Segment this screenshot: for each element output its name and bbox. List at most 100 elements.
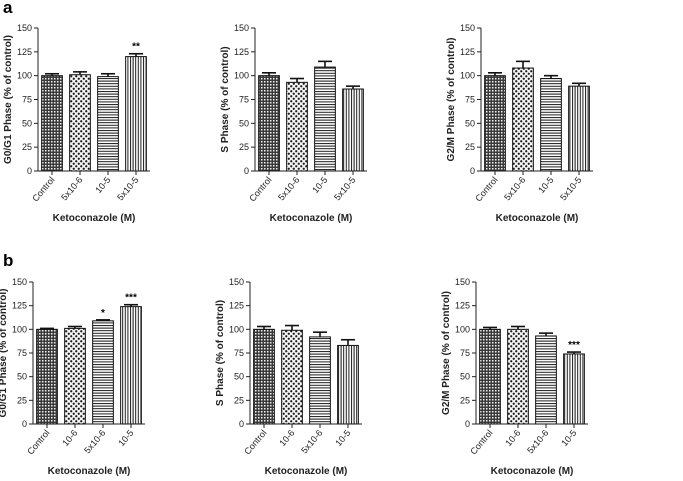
x-tick-label: 5x10-5: [115, 175, 140, 203]
x-tick-label: 10-5: [93, 175, 112, 195]
bar-5x10-6: [309, 336, 331, 425]
y-axis-label: S Phase (% of control): [220, 46, 231, 152]
y-tick-label: 125: [234, 47, 249, 57]
x-tick-label: 5x10-6: [299, 428, 324, 456]
y-tick-label: 25: [234, 395, 244, 405]
bar-5x10-6: [535, 335, 557, 425]
y-tick-label: 50: [239, 118, 249, 128]
x-tick-label: 10-5: [333, 428, 352, 448]
x-tick-label: Control: [247, 175, 273, 204]
y-tick-label: 0: [470, 166, 475, 176]
y-tick-label: 75: [22, 95, 32, 105]
bar-control: [36, 328, 58, 425]
y-tick-label: 100: [460, 71, 475, 81]
y-tick-label: 150: [229, 277, 244, 287]
bar-control: [484, 75, 506, 172]
y-tick-label: 25: [17, 395, 27, 405]
y-tick-label: 100: [455, 324, 470, 334]
bar-5x10-6: [286, 81, 308, 172]
y-tick-label: 50: [234, 372, 244, 382]
panel-label-b: b: [3, 251, 13, 270]
y-tick-label: 0: [27, 166, 32, 176]
significance-marker: **: [132, 42, 140, 53]
bar-10-5: [97, 76, 119, 172]
bar-10-5: [540, 78, 562, 172]
y-axis-label: G0/G1 Phase (% of control): [0, 289, 9, 418]
bar-10-5: [314, 66, 336, 172]
y-tick-label: 125: [17, 47, 32, 57]
bar-5x10-5: [125, 56, 147, 172]
x-tick-label: 10-5: [116, 428, 135, 448]
x-axis-label: Ketoconazole (M): [496, 213, 579, 224]
significance-marker: ***: [125, 293, 137, 304]
bar-10-6: [64, 327, 86, 425]
y-tick-label: 125: [229, 301, 244, 311]
y-tick-label: 125: [455, 301, 470, 311]
x-axis-label: Ketoconazole (M): [491, 466, 574, 477]
y-tick-label: 75: [239, 95, 249, 105]
x-tick-label: 5x10-6: [82, 428, 107, 456]
x-axis-label: Ketoconazole (M): [270, 213, 353, 224]
x-tick-label: Control: [473, 175, 499, 204]
y-tick-label: 150: [460, 23, 475, 33]
x-tick-label: Control: [468, 428, 494, 457]
x-tick-label: 10-6: [503, 428, 522, 448]
bar-5x10-6: [69, 74, 91, 172]
y-tick-label: 100: [12, 324, 27, 334]
y-tick-label: 150: [12, 277, 27, 287]
y-axis-label: G2/M Phase (% of control): [441, 291, 452, 415]
significance-marker: *: [101, 308, 105, 319]
bar-10-5: [337, 344, 359, 425]
x-tick-label: 10-6: [60, 428, 79, 448]
y-tick-label: 25: [22, 142, 32, 152]
y-tick-label: 25: [239, 142, 249, 152]
bar-control: [258, 75, 280, 172]
y-tick-label: 150: [455, 277, 470, 287]
x-tick-label: 5x10-5: [332, 175, 357, 203]
y-tick-label: 50: [22, 118, 32, 128]
bar-control: [479, 328, 501, 425]
y-axis-label: G2/M Phase (% of control): [446, 38, 457, 162]
x-tick-label: 10-5: [559, 428, 578, 448]
x-tick-label: Control: [25, 428, 51, 457]
x-tick-label: 10-6: [277, 428, 296, 448]
x-tick-label: Control: [30, 175, 56, 204]
x-tick-label: Control: [242, 428, 268, 457]
x-tick-label: 5x10-6: [525, 428, 550, 456]
x-tick-label: 5x10-5: [558, 175, 583, 203]
bar-control: [253, 328, 275, 425]
significance-marker: ***: [568, 340, 580, 351]
x-tick-label: 10-5: [536, 175, 555, 195]
x-tick-label: 5x10-6: [502, 175, 527, 203]
bar-10-5: [563, 353, 585, 425]
y-tick-label: 125: [12, 301, 27, 311]
y-tick-label: 150: [17, 23, 32, 33]
bar-10-6: [281, 329, 303, 425]
bar-5x10-5: [342, 88, 364, 172]
chart-5: 0 25 50 75 100 125 150 S Phase (% of control) Co…: [215, 277, 362, 477]
y-tick-label: 50: [460, 372, 470, 382]
y-tick-label: 75: [460, 348, 470, 358]
y-tick-label: 50: [465, 118, 475, 128]
bar-control: [41, 75, 63, 172]
x-axis-label: Ketoconazole (M): [48, 466, 131, 477]
bar-10-5: [120, 306, 142, 425]
bar-5x10-5: [568, 85, 590, 172]
x-axis-label: Ketoconazole (M): [265, 466, 348, 477]
y-tick-label: 25: [460, 395, 470, 405]
y-tick-label: 75: [17, 348, 27, 358]
y-tick-label: 0: [22, 419, 27, 429]
y-tick-label: 100: [234, 71, 249, 81]
y-tick-label: 100: [17, 71, 32, 81]
y-tick-label: 50: [17, 372, 27, 382]
y-tick-label: 0: [239, 419, 244, 429]
x-axis-label: Ketoconazole (M): [53, 213, 136, 224]
y-axis-label: G0/G1 Phase (% of control): [3, 35, 14, 164]
y-tick-label: 25: [465, 142, 475, 152]
